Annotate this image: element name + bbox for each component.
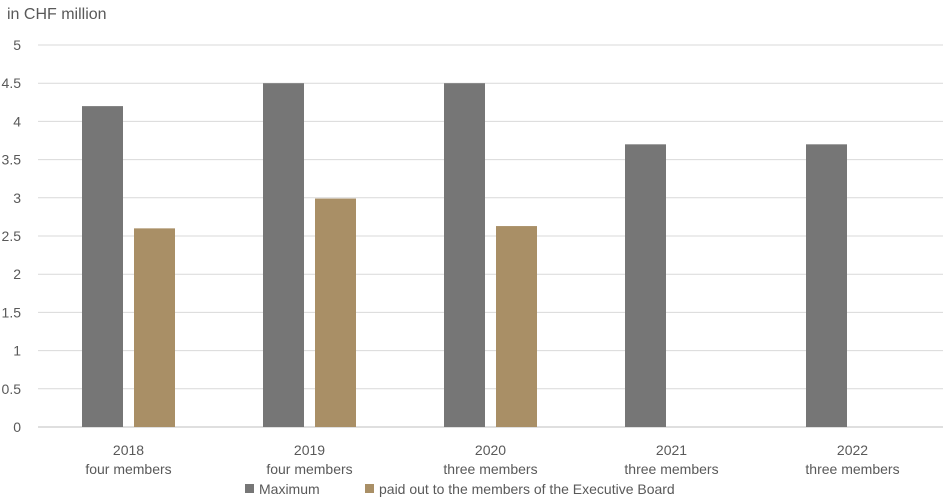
x-tick-label-year: 2018 xyxy=(113,442,144,458)
x-tick-label-members: four members xyxy=(85,461,171,477)
x-tick-label-year: 2020 xyxy=(475,442,506,458)
x-tick-label-members: three members xyxy=(443,461,537,477)
legend-label-maximum: Maximum xyxy=(259,481,320,497)
y-tick-label: 4 xyxy=(13,113,21,129)
y-tick-label: 2 xyxy=(13,266,21,282)
legend-swatch-paid-out xyxy=(365,484,374,493)
y-tick-label: 3 xyxy=(13,190,21,206)
y-axis-ticks: 0 0.5 1 1.5 2 2.5 3 3.5 4 4.5 5 xyxy=(2,37,22,435)
gridlines xyxy=(38,44,943,428)
x-tick-label-members: four members xyxy=(266,461,352,477)
x-axis-labels: 2018 four members 2019 four members 2020 thre… xyxy=(85,442,899,477)
bar-maximum-2018 xyxy=(82,106,123,428)
y-tick-label: 2.5 xyxy=(2,228,22,244)
y-axis-unit-label: in CHF million xyxy=(7,6,107,23)
x-tick-label-year: 2019 xyxy=(294,442,325,458)
y-tick-label: 4.5 xyxy=(2,75,22,91)
x-tick-label-members: three members xyxy=(805,461,899,477)
legend-swatch-maximum xyxy=(245,484,254,493)
bar-maximum-2020 xyxy=(444,83,485,427)
bar-maximum-2019 xyxy=(263,83,304,427)
y-tick-label: 3.5 xyxy=(2,152,22,168)
bar-maximum-2021 xyxy=(625,144,666,427)
bar-paid-out-2018 xyxy=(134,228,175,427)
x-tick-label-year: 2022 xyxy=(837,442,868,458)
y-tick-label: 0 xyxy=(13,419,21,435)
y-tick-label: 1.5 xyxy=(2,304,22,320)
legend-label-paid-out: paid out to the members of the Executive… xyxy=(379,481,675,497)
bar-paid-out-2020 xyxy=(496,226,537,427)
x-tick-label-members: three members xyxy=(624,461,718,477)
x-tick-label-year: 2021 xyxy=(656,442,687,458)
bar-maximum-2022 xyxy=(806,144,847,427)
bars xyxy=(82,83,847,428)
y-tick-label: 0.5 xyxy=(2,381,22,397)
legend: Maximum paid out to the members of the Ex… xyxy=(245,481,675,497)
bar-paid-out-2019 xyxy=(315,198,356,427)
y-tick-label: 5 xyxy=(13,37,21,53)
y-tick-label: 1 xyxy=(13,343,21,359)
